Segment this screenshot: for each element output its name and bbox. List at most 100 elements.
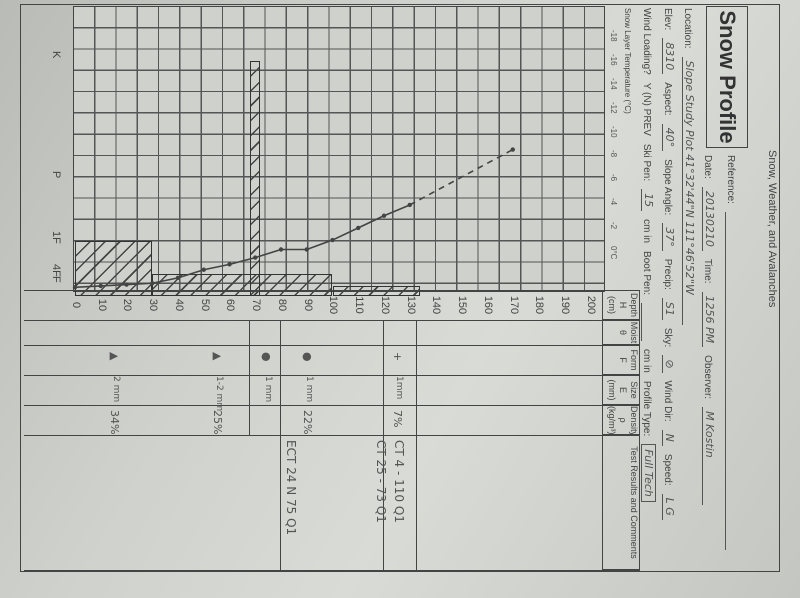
depth-tick: 0 <box>70 301 82 309</box>
column-divider <box>24 435 602 436</box>
layer-boundary <box>416 320 418 570</box>
test-result: ECT 24 N 75 Q1 <box>284 440 299 536</box>
depth-tick: 150 <box>456 295 469 315</box>
depth-tick: 100 <box>327 295 340 315</box>
hardness-tick: F <box>50 276 62 283</box>
depth-tick: 170 <box>507 295 520 315</box>
hardness-tick: 1F <box>50 231 62 244</box>
depth-tick: 110 <box>353 296 366 314</box>
layer-form: ▲ <box>107 352 121 361</box>
layer-form: ▲ <box>210 352 224 361</box>
layer-density: 7% <box>390 410 404 428</box>
header-label: Form <box>629 349 639 371</box>
depth-tick: 180 <box>533 295 546 315</box>
table-header-size: Size E (mm) <box>602 375 640 405</box>
table-header-test: Test Results and Comments <box>602 435 640 570</box>
temperature-point <box>227 262 232 267</box>
layer-density: 22% <box>300 410 314 435</box>
test-result: CT 4 - 110 Q1 <box>392 440 407 523</box>
temperature-segment <box>306 239 333 251</box>
temperature-segment <box>74 285 101 289</box>
layer-size: 1-2 mm <box>213 376 224 412</box>
depth-tick: 20 <box>121 298 134 312</box>
temperature-segment <box>383 204 411 217</box>
depth-tick: 160 <box>482 295 494 315</box>
column-divider <box>24 570 640 571</box>
layer-size: 1 mm <box>303 376 314 403</box>
column-divider <box>24 290 602 291</box>
hardness-tick: K <box>50 51 62 59</box>
header-sub: F <box>618 357 628 363</box>
temperature-point <box>356 225 361 231</box>
depth-tick: 10 <box>95 298 108 312</box>
temperature-point <box>330 237 335 243</box>
layer-boundary <box>249 320 251 435</box>
temperature-segment <box>100 283 127 287</box>
table-header-moist: Moist θ <box>602 320 640 345</box>
hardness-tick: 4F <box>50 264 62 277</box>
layer-size: 1 mm <box>262 376 273 403</box>
temperature-point <box>72 285 78 290</box>
temperature-segment <box>409 148 514 206</box>
temperature-point <box>150 281 155 286</box>
header-unit: (mm) <box>607 379 617 401</box>
layer-boundary <box>280 320 281 570</box>
depth-tick: 120 <box>379 295 391 315</box>
depth-tick: 140 <box>430 295 443 315</box>
layer-size: 1mm <box>393 376 404 400</box>
table-header-density: Density ρ (kg/m³) <box>602 405 640 437</box>
layer-size: 2 mm <box>110 376 121 403</box>
table-header-form: Form F <box>602 345 640 375</box>
temperature-segment <box>177 268 204 279</box>
temperature-segment <box>255 248 282 259</box>
temperature-point <box>407 202 412 208</box>
header-sub: θ <box>618 329 628 335</box>
header-unit: (kg/m³) <box>607 406 617 435</box>
temperature-point <box>304 247 309 252</box>
column-divider <box>24 345 602 346</box>
depth-tick: 190 <box>559 295 572 315</box>
temperature-segment <box>332 227 359 241</box>
layer-form: ● <box>259 352 273 362</box>
depth-tick: 80 <box>276 298 288 312</box>
temperature-point <box>201 267 206 272</box>
depth-tick: 130 <box>404 295 417 315</box>
temperature-point <box>381 213 387 218</box>
layer-form: ● <box>300 352 314 362</box>
header-label: Moist <box>629 321 639 344</box>
layer-density: 34% <box>107 410 121 435</box>
temperature-point <box>124 282 129 287</box>
test-result: CT 25 - 73 Q1 <box>374 440 389 523</box>
depth-tick: 50 <box>198 298 211 312</box>
layer-form: + <box>390 352 404 362</box>
temperature-point <box>253 255 258 260</box>
temperature-point <box>98 283 103 289</box>
column-divider <box>24 405 602 406</box>
depth-tick: 30 <box>147 298 160 312</box>
header-label: Test Results and Comments <box>629 446 639 559</box>
header-sub: ρ <box>618 417 628 423</box>
header-label: Depth <box>629 292 639 318</box>
header-label: Density <box>629 406 639 437</box>
header-label: Size <box>629 381 639 399</box>
depth-tick: 60 <box>224 298 237 312</box>
temperature-segment <box>357 215 385 229</box>
header-sub: E <box>618 386 628 393</box>
temperature-segment <box>229 256 256 266</box>
temperature-point <box>278 247 284 252</box>
depth-tick: 70 <box>250 298 263 312</box>
temperature-segment <box>152 277 179 285</box>
depth-tick: 200 <box>585 295 597 315</box>
header-unit: (cm) <box>607 296 617 314</box>
header-sub: H <box>618 301 628 309</box>
temperature-segment <box>126 282 153 286</box>
hardness-tick: P <box>50 171 62 179</box>
temperature-point <box>175 275 181 281</box>
temperature-point <box>510 147 515 152</box>
depth-tick: 40 <box>173 298 185 312</box>
column-divider <box>24 320 602 321</box>
layer-density: 25% <box>210 410 224 435</box>
temperature-segment <box>203 263 230 271</box>
